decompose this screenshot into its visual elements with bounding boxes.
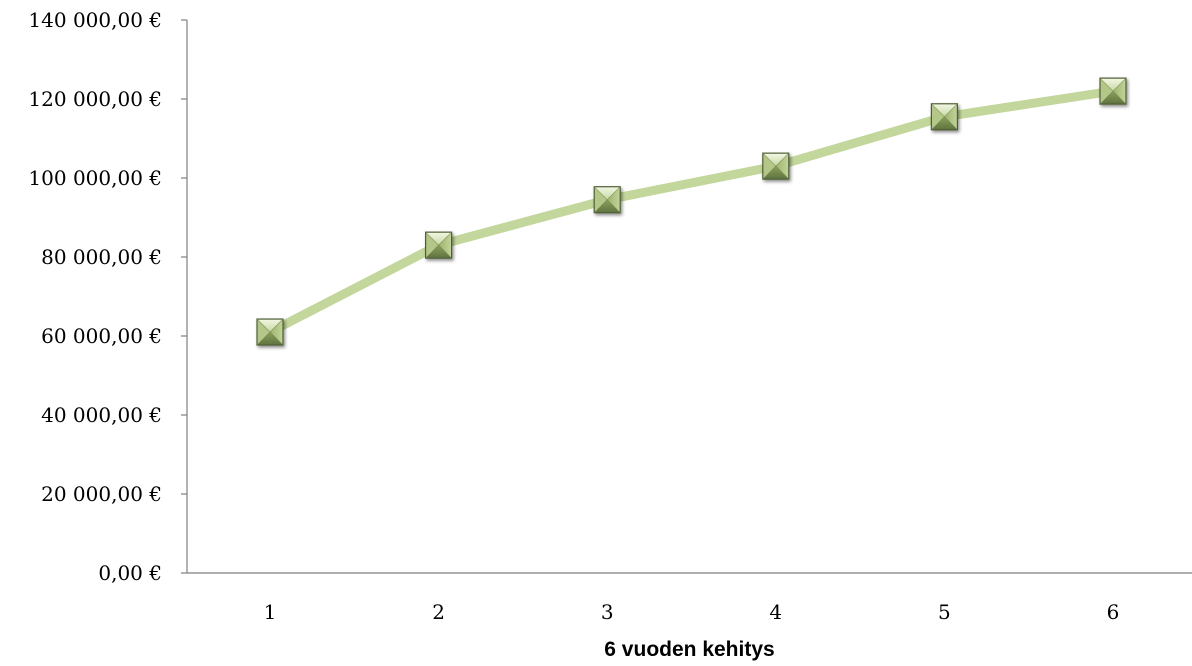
y-tick-label: 80 000,00 €: [41, 245, 162, 269]
y-tick-label: 60 000,00 €: [41, 324, 162, 348]
data-point-marker: [930, 103, 959, 131]
y-tick-labels: 0,00 € 20 000,00 € 40 000,00 € 60 000,00 € 8…: [28, 8, 187, 585]
y-tick-label: 100 000,00 €: [28, 166, 162, 190]
y-tick-label: 0,00 €: [98, 561, 162, 585]
data-point-marker: [762, 152, 790, 180]
data-point-marker: [593, 186, 621, 214]
data-point-marker: [425, 231, 453, 259]
y-tick-label: 40 000,00 €: [41, 403, 162, 427]
x-tick-label: 4: [769, 600, 782, 624]
x-tick-label: 6: [1107, 600, 1120, 624]
y-tick-label: 120 000,00 €: [28, 87, 162, 111]
y-tick-label: 20 000,00 €: [41, 482, 162, 506]
x-tick-labels: 1 2 3 4 5 6: [264, 600, 1120, 624]
x-tick-label: 3: [601, 600, 614, 624]
x-axis-group: 1 2 3 4 5 6 6 vuoden kehitys: [187, 572, 1192, 661]
series-line: [265, 86, 1118, 337]
y-axis-group: 0,00 € 20 000,00 € 40 000,00 € 60 000,00 € 8…: [28, 8, 188, 585]
plot-area: [256, 77, 1127, 346]
data-point-marker: [1099, 77, 1127, 105]
y-tick-label: 140 000,00 €: [28, 8, 162, 32]
data-point-marker: [256, 318, 284, 346]
x-tick-label: 5: [938, 600, 951, 624]
x-tick-label: 1: [264, 600, 277, 624]
x-axis-title: 6 vuoden kehitys: [604, 638, 774, 661]
x-tick-label: 2: [432, 600, 445, 624]
